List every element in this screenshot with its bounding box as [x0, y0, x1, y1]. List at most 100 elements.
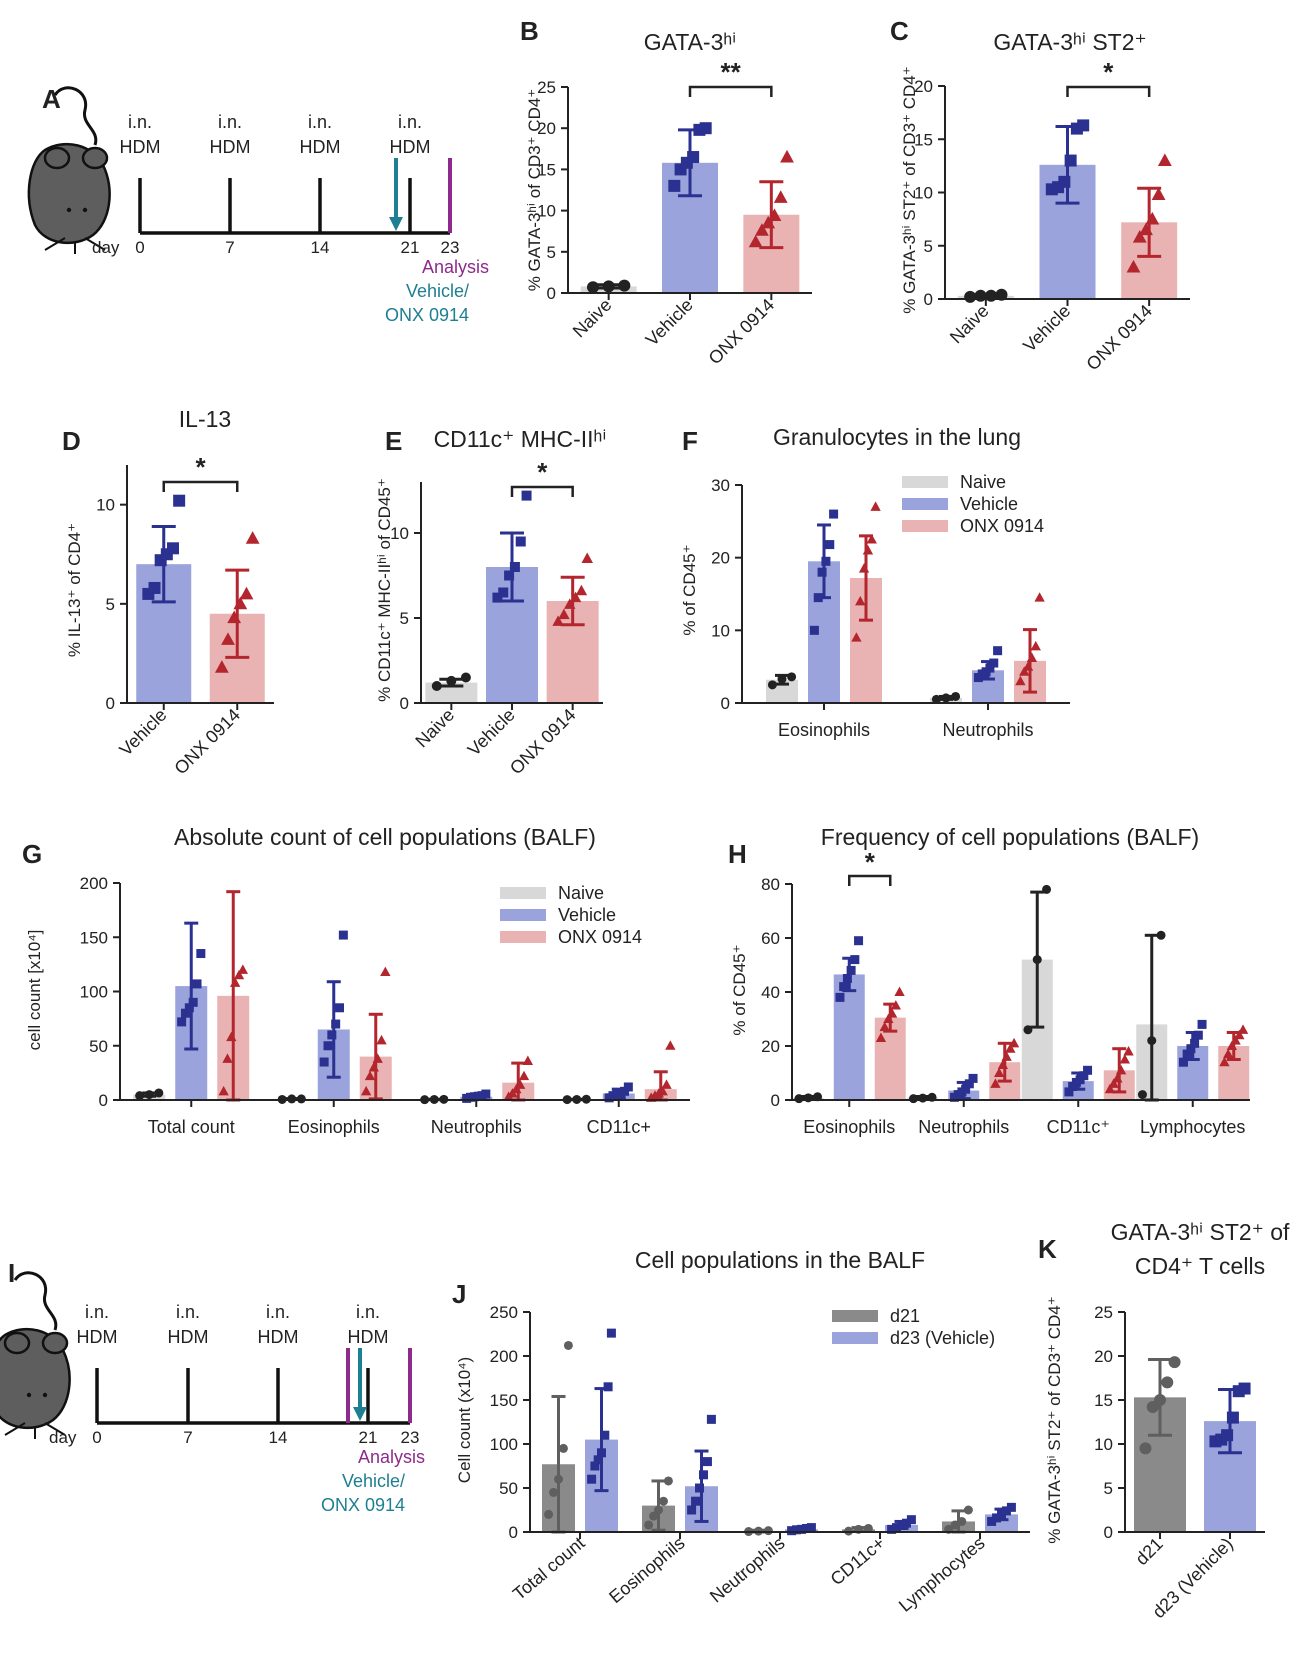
- data-point: [890, 1000, 902, 1010]
- data-point: [1026, 652, 1038, 662]
- data-point: [602, 280, 615, 293]
- y-tick-label: 150: [490, 1391, 518, 1410]
- data-point: [883, 1013, 894, 1024]
- day-number: 23: [441, 238, 460, 257]
- data-point: [897, 1520, 906, 1530]
- data-point: [460, 672, 471, 683]
- data-point: [154, 1088, 164, 1098]
- data-point: [180, 1008, 190, 1018]
- data-point: [1168, 1356, 1181, 1369]
- y-axis-label: % CD11c⁺ MHC-IIʰⁱ of CD45⁺: [375, 478, 394, 702]
- data-point: [987, 1516, 997, 1526]
- day-number: 21: [359, 1428, 378, 1447]
- data-point: [1015, 675, 1026, 686]
- chart-title: GATA-3ʰⁱ ST2⁺: [993, 29, 1146, 55]
- data-point: [327, 1030, 337, 1040]
- data-point: [1077, 119, 1090, 132]
- data-point: [222, 1053, 233, 1063]
- y-axis-label: cell count [x10⁴]: [25, 930, 44, 1051]
- data-point: [148, 581, 161, 594]
- data-point: [1064, 1087, 1074, 1097]
- data-point: [862, 545, 874, 555]
- data-point: [961, 1084, 971, 1094]
- data-point: [1139, 222, 1153, 236]
- data-point: [698, 1470, 708, 1480]
- x-tick-label: Vehicle: [1019, 301, 1074, 356]
- data-point: [950, 1520, 960, 1530]
- legend-label: ONX 0914: [558, 927, 642, 947]
- dose-agent-label: HDM: [77, 1327, 118, 1347]
- data-point: [1178, 1057, 1188, 1067]
- y-tick-label: 5: [1104, 1479, 1113, 1498]
- data-point: [233, 596, 248, 610]
- y-tick-label: 30: [711, 476, 730, 495]
- data-point: [287, 1094, 297, 1104]
- data-point: [995, 288, 1008, 301]
- legend-label: Naive: [558, 883, 604, 903]
- y-tick-label: 10: [537, 202, 556, 221]
- data-point: [941, 693, 951, 703]
- analysis-label: Analysis: [422, 257, 489, 277]
- x-tick-label: Neutrophils: [706, 1533, 789, 1607]
- data-point: [821, 556, 831, 566]
- x-tick-label: Eosinophils: [288, 1117, 380, 1137]
- data-point: [668, 179, 681, 192]
- data-point: [504, 570, 515, 581]
- y-tick-label: 15: [1094, 1391, 1113, 1410]
- y-tick-label: 50: [89, 1037, 108, 1056]
- data-point: [1022, 661, 1034, 671]
- y-tick-label: 0: [1104, 1523, 1113, 1542]
- data-point: [1154, 1394, 1166, 1406]
- data-point: [887, 1524, 897, 1534]
- dose-route-label: i.n.: [308, 112, 332, 132]
- x-tick-label: Neutrophils: [918, 1117, 1009, 1137]
- data-point: [879, 1021, 890, 1032]
- chart-panel-D: Vehicle ONX 0914 0 5 10 % IL-13⁺ of CD4⁺ D IL-1…: [62, 406, 274, 778]
- y-tick-label: 100: [80, 983, 108, 1002]
- y-axis-label: % GATA-3ʰⁱ ST2⁺ of CD3⁺ CD4⁺: [1045, 1296, 1064, 1543]
- data-point: [492, 592, 503, 603]
- data-point: [985, 663, 995, 673]
- y-tick-label: 5: [400, 609, 409, 628]
- data-point: [446, 675, 457, 686]
- data-point: [990, 1078, 1001, 1088]
- dose-route-label: i.n.: [85, 1302, 109, 1322]
- data-point: [870, 501, 881, 511]
- data-point: [817, 567, 827, 577]
- data-point: [773, 190, 788, 203]
- data-point: [1005, 1043, 1016, 1053]
- data-point: [364, 1070, 376, 1081]
- dose-agent-label: HDM: [120, 137, 161, 157]
- y-tick-label: 20: [537, 119, 556, 138]
- data-point: [1058, 175, 1071, 188]
- data-point: [380, 966, 391, 977]
- data-point: [1186, 1044, 1196, 1054]
- data-point: [509, 562, 520, 572]
- y-axis-label: % of CD45⁺: [680, 544, 699, 635]
- day-number: 7: [225, 238, 234, 257]
- y-axis-label: % IL-13⁺ of CD4⁺: [65, 523, 84, 657]
- legend-swatch: [902, 498, 948, 510]
- data-point: [1006, 1502, 1016, 1512]
- x-tick-label: CD11c+: [587, 1117, 651, 1137]
- data-point: [603, 1382, 613, 1392]
- data-point: [809, 625, 819, 635]
- x-tick-label: Naive: [411, 705, 458, 752]
- y-tick-label: 10: [390, 524, 409, 543]
- data-point: [245, 531, 260, 544]
- data-point: [196, 949, 206, 959]
- data-point: [1145, 211, 1160, 225]
- day-label: day: [92, 238, 120, 257]
- data-point: [587, 1474, 597, 1484]
- day-number: 14: [311, 238, 330, 257]
- x-tick-label: d21: [1131, 1534, 1166, 1569]
- analysis-label: Analysis: [358, 1447, 425, 1467]
- x-tick-label: Vehicle: [642, 295, 697, 350]
- data-point: [1079, 1071, 1089, 1081]
- data-point: [918, 1093, 928, 1103]
- dose-agent-label: HDM: [390, 137, 431, 157]
- data-point: [214, 660, 229, 673]
- data-point: [227, 610, 242, 624]
